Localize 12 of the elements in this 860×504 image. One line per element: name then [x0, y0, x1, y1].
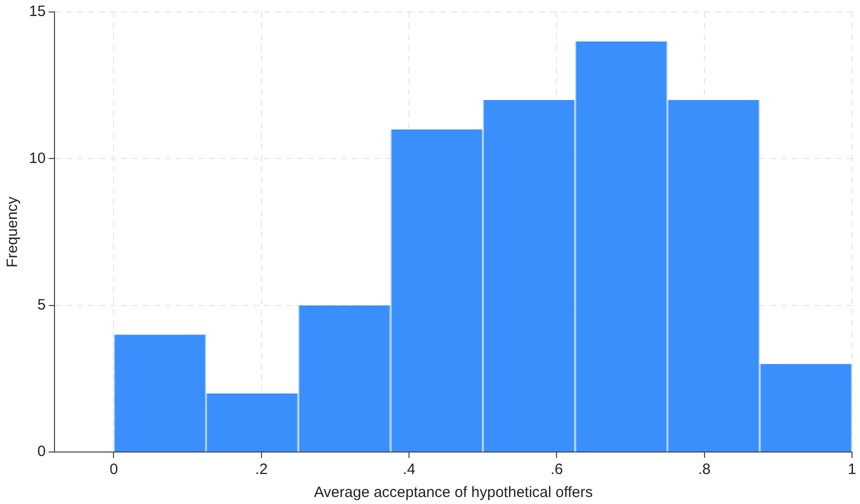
- x-axis-title: Average acceptance of hypothetical offers: [314, 484, 593, 502]
- x-tick-label: .8: [698, 461, 711, 478]
- x-tick-label: 0: [110, 461, 118, 478]
- x-tick-label: .6: [550, 461, 563, 478]
- x-tick-label: .4: [402, 461, 416, 478]
- y-axis-title: Frequency: [4, 196, 22, 268]
- y-tick-label: 10: [28, 150, 46, 167]
- x-tick-label: 1: [848, 461, 856, 478]
- y-tick-label: 5: [37, 296, 46, 314]
- y-tick-label: 0: [37, 443, 46, 460]
- x-tick-label: .2: [255, 461, 268, 478]
- y-tick-label: 15: [28, 3, 46, 20]
